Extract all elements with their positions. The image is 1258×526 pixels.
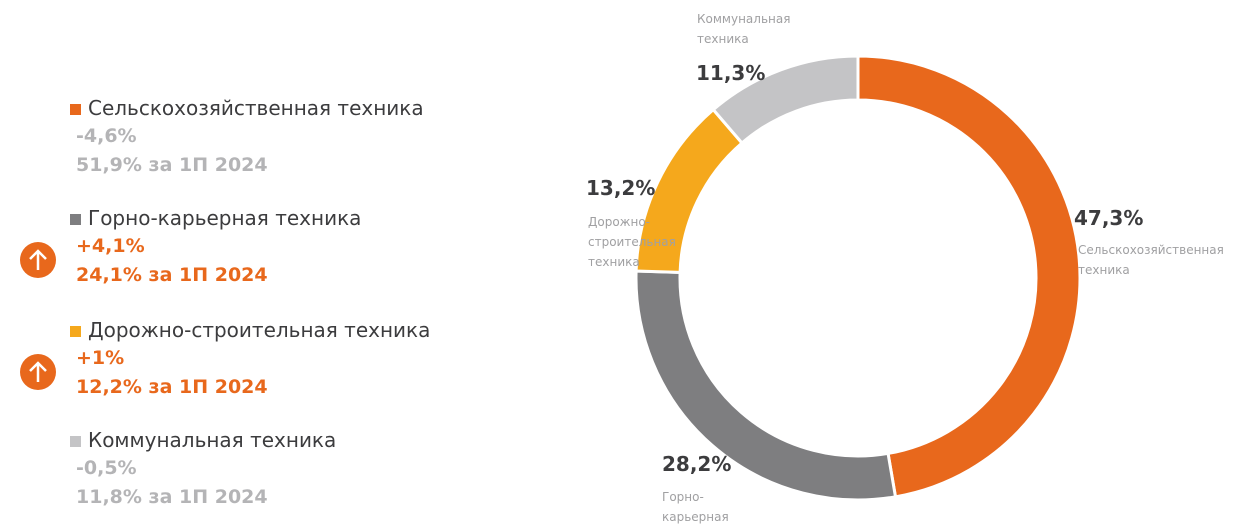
legend-label: Дорожно-строительная техника <box>88 318 431 342</box>
change-label: -0,5% <box>76 457 137 479</box>
value-label: 11,3% <box>696 61 766 85</box>
previous-label: 11,8% за 1П 2024 <box>76 486 268 508</box>
up-icon <box>20 242 56 278</box>
previous-label: 12,2% за 1П 2024 <box>76 376 268 398</box>
change-label: +4,1% <box>76 235 145 257</box>
slice-label: Сельскохозяйственная техника <box>1078 243 1224 277</box>
up-icon <box>20 354 56 390</box>
donut-slice <box>856 54 1082 499</box>
change-label: -4,6% <box>76 125 137 147</box>
slice-label: Горно-карьерная техника <box>662 490 729 524</box>
legend-swatch <box>70 326 81 337</box>
slice-label: Коммунальная техника <box>697 12 791 46</box>
previous-label: 51,9% за 1П 2024 <box>76 154 268 176</box>
slice-label: Дорожно-строительная техника <box>588 215 676 269</box>
legend-label: Сельскохозяйственная техника <box>88 96 424 120</box>
legend-swatch <box>70 214 81 225</box>
value-label: 47,3% <box>1074 206 1144 230</box>
donut-slice <box>711 54 860 146</box>
legend-label: Горно-карьерная техника <box>88 206 362 230</box>
value-label: 13,2% <box>586 176 656 200</box>
legend-swatch <box>70 104 81 115</box>
legend-label: Коммунальная техника <box>88 428 337 452</box>
value-label: 28,2% <box>662 452 732 476</box>
change-label: +1% <box>76 347 125 369</box>
legend-swatch <box>70 436 81 447</box>
previous-label: 24,1% за 1П 2024 <box>76 264 268 286</box>
